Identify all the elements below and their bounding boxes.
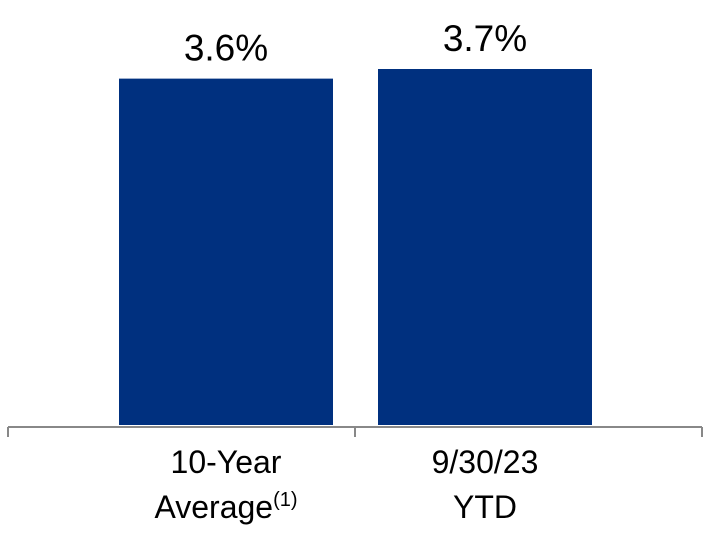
x-tick-label-line: YTD xyxy=(453,489,517,525)
x-tick-label-line: 9/30/23 xyxy=(432,444,539,480)
x-tick-label: 9/30/23 xyxy=(432,444,539,480)
value-label: 3.6% xyxy=(184,28,268,69)
x-tick-label: Average(1) xyxy=(154,489,297,525)
value-label: 3.7% xyxy=(443,18,527,59)
bar xyxy=(378,69,592,425)
x-tick-label: 10-Year xyxy=(171,444,282,480)
x-tick-label-line: Average xyxy=(154,489,273,525)
x-tick-label-line: 10-Year xyxy=(171,444,282,480)
x-tick-label: YTD xyxy=(453,489,517,525)
footnote-marker: (1) xyxy=(273,489,297,511)
bar xyxy=(119,78,333,426)
